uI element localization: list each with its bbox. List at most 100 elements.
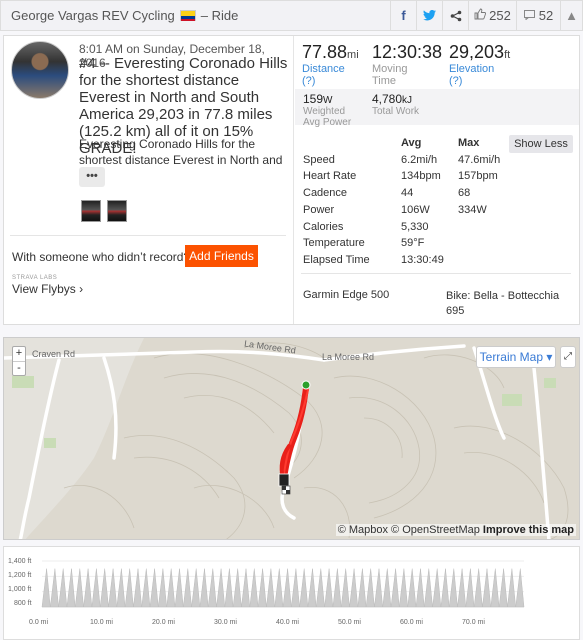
distance-stat: 77.88mi Distance (?) (302, 42, 359, 87)
fullscreen-icon[interactable]: ⤢ (560, 346, 576, 368)
elevation-profile[interactable]: 1,400 ft 1,200 ft 1,000 ft 800 ft 0.0 mi… (3, 546, 580, 640)
improve-map-link[interactable]: Improve this map (482, 524, 574, 536)
stat-avg: 5,330 (401, 221, 429, 233)
road-label: La Moree Rd (322, 352, 375, 362)
avg-header: Avg (401, 137, 422, 149)
x-tick-label: 10.0 mi (90, 619, 113, 626)
road-label: Craven Rd (32, 349, 76, 359)
x-tick-label: 40.0 mi (276, 619, 299, 626)
stat-label: Calories (303, 221, 344, 233)
collapse-icon[interactable]: ▲ (560, 0, 582, 31)
activity-title: #4 -- Everesting Coronado Hills for the … (79, 55, 288, 157)
stat-max: 334W (458, 204, 487, 216)
stat-avg: 134bpm (401, 170, 441, 182)
stat-label: Power (303, 204, 335, 216)
activity-header: George Vargas REV Cycling – Ride f 252 5… (0, 0, 583, 31)
distance-value: 77.88 (302, 42, 348, 62)
zoom-out-button[interactable]: - (13, 361, 25, 375)
terrain-map-tiles (4, 338, 579, 539)
comments-button[interactable]: 52 (516, 0, 560, 31)
add-friends-button[interactable]: Add Friends (185, 245, 258, 267)
divider (10, 235, 286, 236)
stat-avg: 44 (401, 187, 414, 199)
y-tick-label: 800 ft (14, 600, 32, 607)
show-less-button[interactable]: Show Less (509, 135, 573, 153)
divider (301, 273, 571, 274)
elevation-area (41, 568, 525, 608)
stat-max: 68 (458, 187, 471, 199)
activity-type: – Ride (200, 8, 239, 23)
stat-label: Speed (303, 154, 335, 166)
stat-max: 47.6mi/h (458, 154, 501, 166)
distance-unit: mi (347, 49, 359, 61)
route-map[interactable]: Craven Rd La Moree Rd La Moree Rd + - Te… (3, 337, 580, 540)
x-tick-label: 0.0 mi (29, 619, 49, 626)
stat-avg: 6.2mi/h (401, 154, 438, 166)
photo-thumbnail[interactable] (107, 200, 127, 222)
stat-avg: 106W (401, 204, 430, 216)
distance-label[interactable]: Distance (?) (302, 63, 345, 87)
total-work-unit: kJ (402, 95, 413, 106)
x-tick-label: 50.0 mi (338, 619, 361, 626)
moving-time-stat: 12:30:38 Moving Time (372, 42, 442, 87)
elevation-value: 29,203 (449, 42, 505, 62)
device-name: Garmin Edge 500 (303, 289, 390, 301)
y-tick-label: 1,000 ft (8, 586, 32, 593)
stat-label: Heart Rate (303, 170, 357, 182)
kudos-count: 252 (489, 8, 511, 23)
athlete-name[interactable]: George Vargas REV Cycling (11, 8, 175, 23)
kudos-button[interactable]: 252 (468, 0, 516, 31)
activity-summary-panel: 8:01 AM on Sunday, December 18, 2016 #4 … (3, 35, 580, 325)
y-tick-label: 1,200 ft (8, 572, 32, 579)
breadcrumb: George Vargas REV Cycling – Ride (1, 8, 390, 23)
map-attribution: © Mapbox © OpenStreetMap Improve this ma… (335, 524, 576, 536)
twitter-icon[interactable] (416, 0, 442, 31)
power-summary: 159W Weighted Avg Power 4,780kJ Total Wo… (295, 89, 579, 128)
moving-time-label: Moving Time (372, 63, 408, 87)
y-tick-label: 1,400 ft (8, 558, 32, 565)
strava-labs-label: STRAVA LABS (12, 275, 58, 281)
weighted-power-stat: 159W Weighted Avg Power (303, 92, 358, 128)
stat-avg: 13:30:49 (401, 254, 444, 266)
share-icon[interactable] (442, 0, 468, 31)
activity-stats: 77.88mi Distance (?) 12:30:38 Moving Tim… (295, 36, 579, 324)
elevation-unit: ft (504, 49, 511, 61)
weighted-power-value: 159 (303, 92, 324, 106)
activity-description: Everesting Coronado Hills for the shorte… (79, 137, 283, 167)
total-work-label: Total Work (372, 106, 420, 117)
view-flybys-link[interactable]: View Flybys › (12, 282, 84, 296)
x-tick-label: 60.0 mi (400, 619, 423, 626)
thumbs-up-icon (474, 8, 487, 23)
facebook-icon[interactable]: f (390, 0, 416, 31)
photo-thumbnail[interactable] (81, 200, 101, 222)
stat-max: 157bpm (458, 170, 498, 182)
weighted-power-unit: W (323, 95, 333, 106)
x-tick-label: 30.0 mi (214, 619, 237, 626)
add-friends-prompt: With someone who didn’t record? (12, 250, 191, 264)
stat-label: Temperature (303, 237, 365, 249)
stat-label: Cadence (303, 187, 348, 199)
elevation-label[interactable]: Elevation (?) (449, 63, 495, 87)
avatar[interactable] (11, 41, 69, 99)
colombia-flag-icon (179, 10, 196, 21)
map-layer-dropdown[interactable]: Terrain Map ▾ (476, 346, 556, 368)
x-tick-label: 20.0 mi (152, 619, 175, 626)
bike-name[interactable]: Bike: Bella - Bottecchia 695 (446, 290, 560, 317)
stat-avg: 59°F (401, 237, 425, 249)
activity-datetime: 8:01 AM on Sunday, December 18, 2016 (79, 42, 265, 70)
total-work-stat: 4,780kJ Total Work (372, 92, 419, 117)
elevation-stat: 29,203ft Elevation (?) (449, 42, 510, 87)
x-tick-label: 70.0 mi (462, 619, 485, 626)
expand-description-button[interactable]: ••• (79, 167, 105, 187)
moving-time-value: 12:30:38 (372, 42, 443, 62)
zoom-control: + - (12, 346, 26, 376)
zoom-in-button[interactable]: + (15, 347, 23, 359)
comment-count: 52 (538, 8, 554, 23)
total-work-value: 4,780 (372, 92, 403, 106)
stat-label: Elapsed Time (303, 254, 370, 266)
max-header: Max (458, 137, 480, 149)
comment-icon (523, 8, 535, 23)
mapbox-osm-credit[interactable]: © Mapbox © OpenStreetMap (337, 524, 480, 536)
activity-info: 8:01 AM on Sunday, December 18, 2016 #4 … (4, 36, 294, 324)
weighted-power-label: Weighted Avg Power (303, 106, 352, 128)
